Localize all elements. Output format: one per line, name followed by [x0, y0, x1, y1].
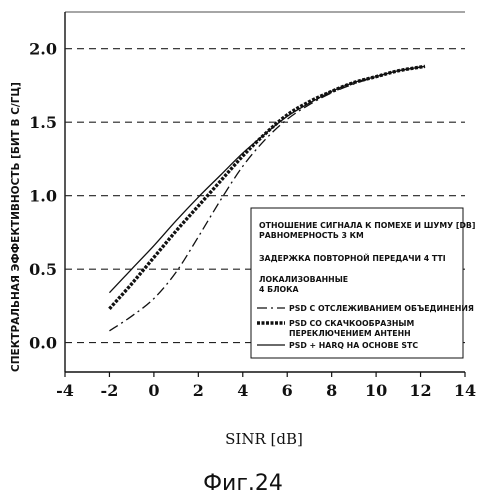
x-tick-label: 6 [282, 381, 293, 400]
figure-caption: Фиг.24 [203, 471, 283, 496]
legend-note: ОТНОШЕНИЕ СИГНАЛА К ПОМЕХЕ И ШУМУ [DB] [259, 221, 475, 230]
legend-note: 4 БЛОКА [259, 285, 299, 294]
legend-label-2: ПЕРЕКЛЮЧЕНИЕМ АНТЕНН [289, 329, 411, 338]
x-axis-label: SINR [dB] [225, 430, 303, 448]
y-tick-label: 1.5 [29, 113, 57, 132]
x-tick-label: 4 [237, 381, 248, 400]
y-tick-label: 0.0 [29, 334, 57, 353]
x-tick-label: 12 [409, 381, 431, 400]
x-axis-ticks: -4 -2 0 2 4 6 8 10 12 14 [56, 372, 476, 400]
legend-note: РАВНОМЕРНОСТЬ 3 КМ [259, 231, 364, 240]
y-tick-label: 1.0 [29, 187, 57, 206]
y-tick-label: 0.5 [29, 260, 57, 279]
x-tick-label: -2 [101, 381, 119, 400]
x-tick-label: 2 [193, 381, 204, 400]
x-tick-label: -4 [56, 381, 74, 400]
y-tick-label: 2.0 [29, 40, 57, 59]
x-tick-label: 14 [454, 381, 476, 400]
x-tick-label: 8 [326, 381, 337, 400]
y-axis-label: СПЕКТРАЛЬНАЯ ЭФФЕКТИВНОСТЬ [БИТ В С/ГЦ] [10, 82, 22, 372]
legend-note: ЗАДЕРЖКА ПОВТОРНОЙ ПЕРЕДАЧИ 4 TTI [259, 254, 446, 263]
y-axis-ticks: 0.0 0.5 1.0 1.5 2.0 [29, 40, 57, 353]
legend-label-2: PSD СО СКАЧКООБРАЗНЫМ [289, 319, 414, 328]
x-tick-label: 0 [148, 381, 159, 400]
legend: ОТНОШЕНИЕ СИГНАЛА К ПОМЕХЕ И ШУМУ [DB]РА… [251, 208, 475, 358]
x-tick-label: 10 [365, 381, 387, 400]
legend-label-3: PSD + HARQ НА ОСНОВЕ STC [289, 341, 418, 350]
legend-label-1: PSD С ОТСЛЕЖИВАНИЕМ ОБЪЕДИНЕНИЯ [289, 304, 474, 313]
legend-note: ЛОКАЛИЗОВАННЫЕ [259, 275, 348, 284]
